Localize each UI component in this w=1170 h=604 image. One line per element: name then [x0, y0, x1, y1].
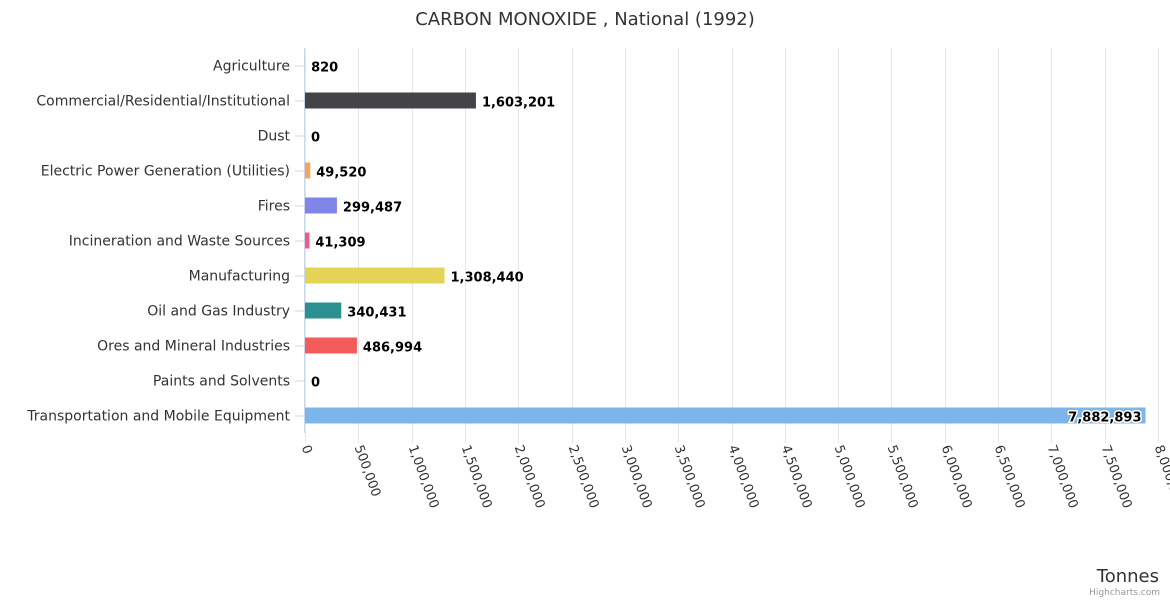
- data-label: 7,882,893: [1068, 411, 1141, 426]
- x-tick-label: 1,000,000: [405, 443, 442, 510]
- chart-title: CARBON MONOXIDE , National (1992): [415, 9, 755, 30]
- data-label: 49,520: [316, 166, 366, 181]
- bar: [305, 408, 1146, 424]
- x-tick-label: 6,000,000: [938, 443, 975, 510]
- data-label: 299,487: [343, 201, 402, 216]
- category-label: Ores and Mineral Industries: [97, 339, 290, 355]
- bar: [305, 233, 309, 249]
- x-tick-label: 4,500,000: [778, 443, 815, 510]
- category-label: Electric Power Generation (Utilities): [41, 164, 290, 180]
- category-label: Incineration and Waste Sources: [69, 234, 290, 250]
- x-tick-label: 3,500,000: [671, 443, 708, 510]
- category-label: Manufacturing: [189, 269, 290, 285]
- bar: [305, 338, 357, 354]
- data-label: 41,309: [315, 236, 365, 251]
- bar: [305, 268, 445, 284]
- data-label: 486,994: [363, 341, 422, 356]
- category-label: Transportation and Mobile Equipment: [26, 409, 290, 425]
- category-label: Commercial/Residential/Institutional: [36, 94, 290, 110]
- x-tick-label: 6,500,000: [991, 443, 1028, 510]
- axis-title: Tonnes: [1096, 566, 1159, 587]
- x-tick-label: 0: [298, 443, 315, 456]
- category-label: Paints and Solvents: [153, 374, 290, 390]
- category-label: Agriculture: [213, 59, 290, 75]
- x-tick-label: 3,000,000: [618, 443, 655, 510]
- data-label: 340,431: [347, 306, 406, 321]
- bar: [305, 93, 476, 109]
- x-tick-label: 7,000,000: [1044, 443, 1081, 510]
- x-tick-label: 5,500,000: [884, 443, 921, 510]
- category-label: Dust: [258, 129, 291, 145]
- x-tick-label: 500,000: [351, 443, 383, 499]
- data-label: 0: [311, 131, 320, 146]
- x-tick-label: 8,000,000: [1151, 443, 1170, 510]
- x-tick-label: 2,500,000: [565, 443, 602, 510]
- x-tick-label: 4,000,000: [725, 443, 762, 510]
- x-tick-label: 1,500,000: [458, 443, 495, 510]
- bar: [305, 163, 310, 179]
- data-label: 1,603,201: [482, 96, 555, 111]
- data-label: 820: [311, 61, 338, 76]
- data-label: 0: [311, 376, 320, 391]
- credits-link[interactable]: Highcharts.com: [1089, 588, 1160, 598]
- x-tick-label: 7,500,000: [1098, 443, 1135, 510]
- x-tick-label: 2,000,000: [511, 443, 548, 510]
- category-label: Oil and Gas Industry: [147, 304, 290, 320]
- category-label: Fires: [258, 199, 290, 215]
- x-tick-label: 5,000,000: [831, 443, 868, 510]
- bar: [305, 303, 341, 319]
- data-label: 1,308,440: [451, 271, 524, 286]
- bar: [305, 198, 337, 214]
